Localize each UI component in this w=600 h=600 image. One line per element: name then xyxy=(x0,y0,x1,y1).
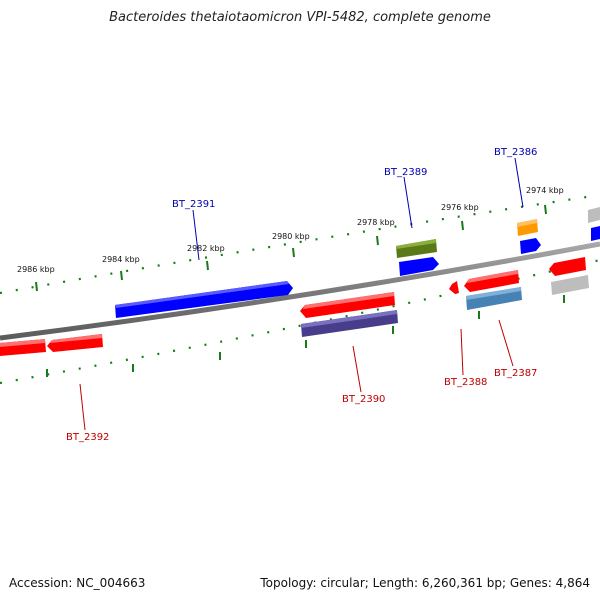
label-bt2387: BT_2387 xyxy=(494,368,537,379)
gene-labels: BT_2391 BT_2389 BT_2386 BT_2392 BT_2390 … xyxy=(66,147,537,443)
gene-blue-3[interactable] xyxy=(520,238,541,254)
gene-red-left-1-highlight xyxy=(0,339,45,347)
accession-text: Accession: NC_004663 xyxy=(9,576,146,590)
gene-slateblue-highlight xyxy=(301,310,397,328)
forward-genes xyxy=(115,207,600,318)
map-title: Bacteroides thetaiotaomicron VPI-5482, c… xyxy=(109,10,491,25)
ruler-inner xyxy=(0,258,600,385)
leader-bt2392 xyxy=(79,383,86,431)
gene-blue-2[interactable] xyxy=(399,257,439,276)
label-bt2392: BT_2392 xyxy=(66,432,109,443)
gene-steelblue-highlight xyxy=(466,287,521,300)
label-bt2389: BT_2389 xyxy=(384,167,427,178)
genome-summary-text: Topology: circular; Length: 6,260,361 bp… xyxy=(260,576,590,590)
label-bt2391: BT_2391 xyxy=(172,199,215,210)
label-bt2390: BT_2390 xyxy=(342,394,385,405)
major-ticks-inner xyxy=(46,295,565,377)
label-bt2388: BT_2388 xyxy=(444,377,487,388)
gene-gray-right[interactable] xyxy=(551,275,589,295)
major-tick xyxy=(292,247,295,258)
tick-label-2982: 2982 kbp xyxy=(187,244,225,253)
leader-bt2390 xyxy=(352,345,362,393)
tick-label-2986: 2986 kbp xyxy=(17,265,55,274)
leader-bt2387 xyxy=(498,319,514,367)
major-tick xyxy=(35,281,38,292)
tick-label-2980: 2980 kbp xyxy=(272,232,310,241)
gene-blue-edge[interactable] xyxy=(591,226,600,241)
tick-labels: 2986 kbp 2984 kbp 2982 kbp 2980 kbp 2978… xyxy=(17,186,564,274)
leader-bt2391 xyxy=(192,209,200,261)
major-ticks-outer xyxy=(35,204,547,292)
gene-red-right[interactable] xyxy=(549,257,586,276)
tick-label-2978: 2978 kbp xyxy=(357,218,395,227)
major-tick xyxy=(206,260,209,271)
tick-label-2974: 2974 kbp xyxy=(526,186,564,195)
gene-bt2388[interactable] xyxy=(449,281,459,294)
gene-bt2391[interactable] xyxy=(115,281,293,318)
gene-bt2391-highlight xyxy=(115,281,289,308)
genome-backbone xyxy=(0,241,600,341)
reverse-genes xyxy=(0,257,589,356)
label-bt2386: BT_2386 xyxy=(494,147,537,158)
gene-bt2386-highlight xyxy=(517,219,537,227)
major-tick xyxy=(544,204,547,215)
tick-label-2984: 2984 kbp xyxy=(102,255,140,264)
gene-gray-edge[interactable] xyxy=(588,207,600,223)
gene-bt2392-highlight xyxy=(50,334,102,343)
gene-bt2387-highlight xyxy=(467,270,518,283)
gene-bt2390-highlight xyxy=(303,292,394,309)
tick-label-2976: 2976 kbp xyxy=(441,203,479,212)
leader-lines xyxy=(79,157,524,431)
leader-bt2388 xyxy=(460,328,464,376)
major-tick xyxy=(120,270,123,281)
ruler-outer xyxy=(0,193,600,295)
major-tick xyxy=(376,235,379,246)
leader-bt2386 xyxy=(514,157,524,208)
gene-bt2389-highlight xyxy=(396,239,436,249)
leader-bt2389 xyxy=(403,176,413,229)
major-tick xyxy=(461,220,464,231)
